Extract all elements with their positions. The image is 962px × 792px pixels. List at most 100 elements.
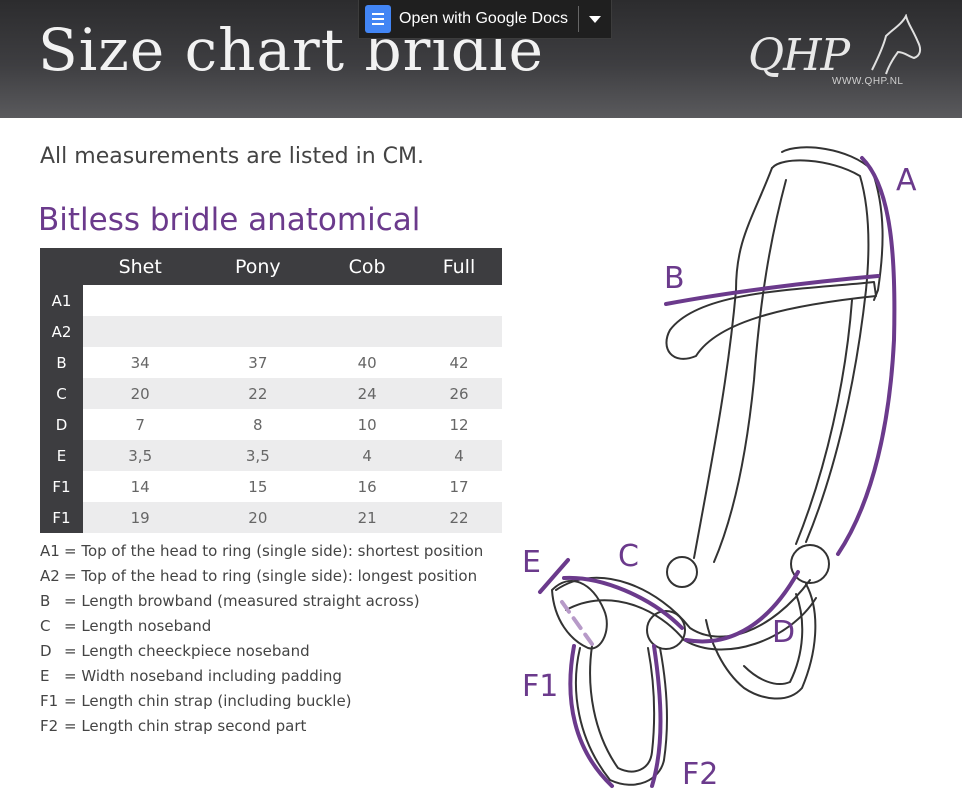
legend-key: B: [40, 591, 51, 610]
measure-a: [836, 156, 897, 556]
table-cell: [197, 285, 319, 316]
legend-key: F1: [40, 691, 59, 710]
measure-f1: [568, 644, 614, 788]
legend-text: = Length chin strap second part: [64, 716, 307, 735]
table-row: B 34 37 40 42: [40, 347, 502, 378]
cheekpiece-right-2: [795, 299, 853, 545]
jaw-strap-2: [743, 593, 804, 685]
table-row: A2: [40, 316, 502, 347]
label-b: B: [664, 261, 685, 296]
table-cell: 34: [83, 347, 198, 378]
column-header: Shet: [83, 248, 198, 285]
row-label: C: [40, 378, 83, 409]
noseband: [555, 576, 811, 638]
open-with-google-docs-button[interactable]: Open with Google Docs: [358, 0, 612, 39]
measure-e-dash: [560, 600, 594, 646]
label-e: E: [522, 545, 541, 580]
google-docs-icon: [365, 5, 391, 33]
table-header-row: Shet Pony Cob Full: [40, 248, 502, 285]
label-c: C: [618, 539, 639, 574]
measurement-legend: A1 = Top of the head to ring (single sid…: [40, 538, 483, 738]
jaw-strap: [705, 583, 817, 700]
table-cell: [83, 285, 198, 316]
label-a: A: [896, 163, 917, 198]
cheekpiece-left: [693, 167, 773, 559]
qhp-logo: QHP: [748, 30, 850, 81]
open-with-label: Open with Google Docs: [399, 10, 568, 27]
table-row: F1 14 15 16 17: [40, 471, 502, 502]
nose-pad: [551, 579, 608, 650]
table-cell: [83, 316, 198, 347]
table-cell: 8: [197, 409, 319, 440]
table-cell: [197, 316, 319, 347]
legend-item: D = Length cheeckpiece noseband: [40, 638, 483, 663]
table-row: F1 19 20 21 22: [40, 502, 502, 533]
row-label: E: [40, 440, 83, 471]
measure-d: [684, 570, 800, 644]
table-cell: [318, 285, 416, 316]
ring-left: [666, 556, 698, 588]
legend-text: = Top of the head to ring (single side):…: [64, 566, 478, 585]
legend-text: = Width noseband including padding: [64, 666, 342, 685]
legend-text: = Length chin strap (including buckle): [64, 691, 352, 710]
legend-key: C: [40, 616, 51, 635]
table-cell: 10: [318, 409, 416, 440]
table-cell: 24: [318, 378, 416, 409]
legend-key: A1: [40, 541, 60, 560]
table-cell: 37: [197, 347, 319, 378]
legend-item: C = Length noseband: [40, 613, 483, 638]
measure-e: [538, 558, 570, 594]
table-cell: 26: [416, 378, 502, 409]
measure-b: [664, 274, 880, 306]
horse-head-icon: [871, 14, 922, 75]
legend-item: A1 = Top of the head to ring (single sid…: [40, 538, 483, 563]
table-cell: 4: [416, 440, 502, 471]
table-cell: 22: [416, 502, 502, 533]
label-f1: F1: [522, 669, 558, 704]
label-f2: F2: [682, 757, 718, 792]
table-cell: 4: [318, 440, 416, 471]
chin-strap-2: [589, 645, 656, 773]
row-label: F1: [40, 471, 83, 502]
legend-item: A2 = Top of the head to ring (single sid…: [40, 563, 483, 588]
legend-text: = Length noseband: [64, 616, 212, 635]
table-row: C 20 22 24 26: [40, 378, 502, 409]
table-cell: 22: [197, 378, 319, 409]
table-cell: 21: [318, 502, 416, 533]
chevron-down-icon[interactable]: [588, 15, 601, 23]
row-label: B: [40, 347, 83, 378]
column-header: Cob: [318, 248, 416, 285]
table-cell: 12: [416, 409, 502, 440]
table-cell: 3,5: [83, 440, 198, 471]
column-header: Full: [416, 248, 502, 285]
table-cell: 3,5: [197, 440, 319, 471]
legend-item: F1 = Length chin strap (including buckle…: [40, 688, 483, 713]
column-header: Pony: [197, 248, 319, 285]
logo-url: WWW.QHP.NL: [832, 76, 904, 87]
chin-strap: [575, 647, 668, 786]
cheekpiece-right: [805, 289, 867, 543]
measure-f2: [650, 644, 663, 788]
table-cell: 20: [83, 378, 198, 409]
legend-key: F2: [40, 716, 59, 735]
bridle-diagram: A B C D E F1 F2: [522, 146, 917, 792]
cheekpiece-left-2: [713, 179, 787, 563]
legend-text: = Length cheeckpiece noseband: [64, 641, 310, 660]
table-cell: 42: [416, 347, 502, 378]
table-cell: 14: [83, 471, 198, 502]
table-corner: [40, 248, 83, 285]
table-cell: [318, 316, 416, 347]
row-label: A1: [40, 285, 83, 316]
table-cell: 19: [83, 502, 198, 533]
table-row: E 3,5 3,5 4 4: [40, 440, 502, 471]
row-label: A2: [40, 316, 83, 347]
table-cell: 7: [83, 409, 198, 440]
intro-text: All measurements are listed in CM.: [40, 144, 424, 169]
table-row: D 7 8 10 12: [40, 409, 502, 440]
size-table: Shet Pony Cob Full A1 A2 B 34 37 40 42: [40, 248, 502, 533]
table-cell: 20: [197, 502, 319, 533]
legend-item: F2 = Length chin strap second part: [40, 713, 483, 738]
row-label: F1: [40, 502, 83, 533]
table-cell: 17: [416, 471, 502, 502]
legend-text: = Top of the head to ring (single side):…: [64, 541, 484, 560]
